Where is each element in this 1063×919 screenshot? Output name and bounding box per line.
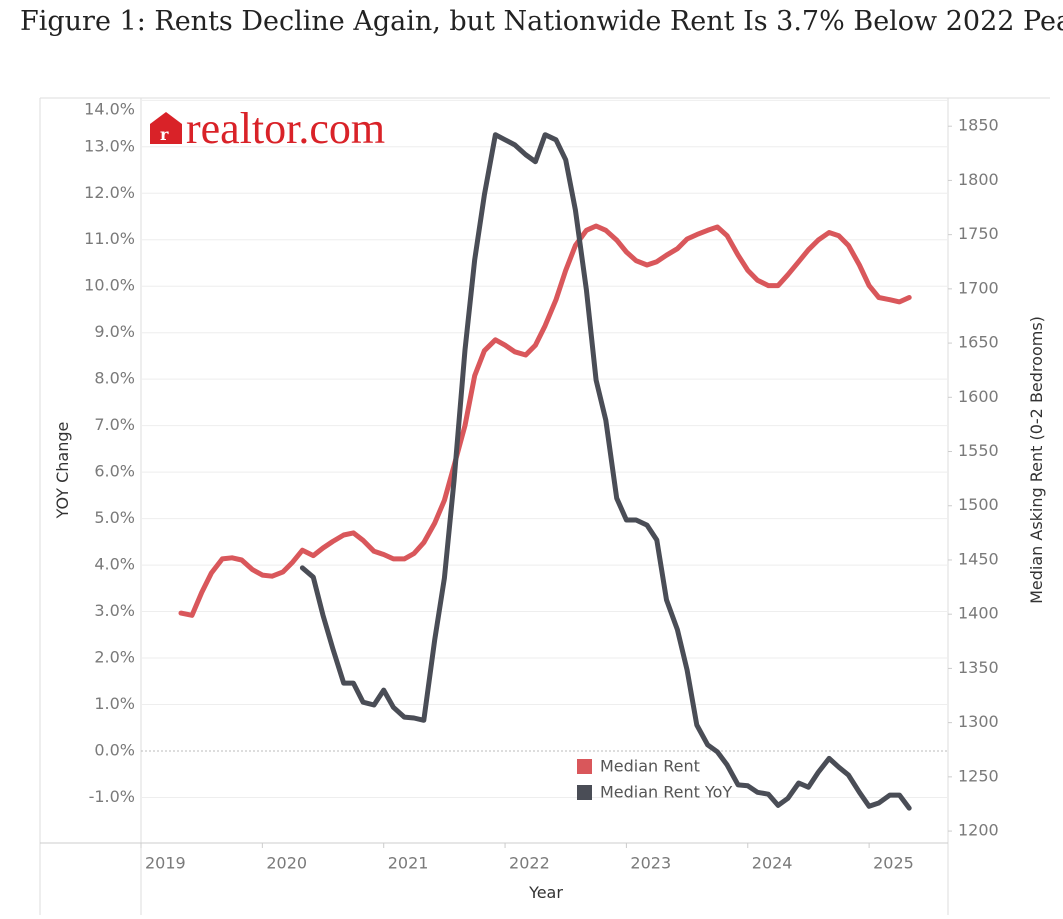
y-tick-label: 9.0%: [94, 322, 135, 341]
x-tick-label: 2022: [509, 854, 550, 873]
y-tick-label: 14.0%: [84, 100, 135, 119]
y-tick-label: 11.0%: [84, 229, 135, 248]
x-tick-label: 2023: [630, 854, 671, 873]
y2-tick-label: 1700: [958, 278, 999, 297]
title-text: Figure 1: Rents Decline Again, but Natio…: [20, 6, 1063, 37]
y-tick-label: 4.0%: [94, 555, 135, 574]
chart-title: Figure 1: Rents Decline Again, but Natio…: [20, 6, 1063, 37]
x-tick-label: 2024: [752, 854, 793, 873]
y-axis-title: YOY Change: [53, 422, 72, 520]
logo-icon: [150, 112, 182, 144]
y-tick-label: 3.0%: [94, 601, 135, 620]
y2-tick-label: 1400: [958, 604, 999, 623]
x-tick-label: 2020: [266, 854, 307, 873]
logo-text: realtor.com: [186, 104, 385, 153]
y2-tick-label: 1450: [958, 549, 999, 568]
y-tick-label: -1.0%: [89, 787, 135, 806]
y2-tick-label: 1650: [958, 333, 999, 352]
y-tick-label: 10.0%: [84, 276, 135, 295]
logo-icon-letter: r: [160, 125, 169, 144]
y2-tick-label: 1850: [958, 116, 999, 135]
y2-tick-label: 1750: [958, 224, 999, 243]
line-series: [299, 132, 912, 811]
y-tick-label: 13.0%: [84, 136, 135, 155]
x-tick-label: 2025: [873, 854, 914, 873]
line-series: [178, 223, 912, 618]
x-tick-label: 2019: [145, 854, 186, 873]
x-axis-title: Year: [528, 883, 563, 902]
y-tick-label: 6.0%: [94, 462, 135, 481]
x-tick-label: 2021: [388, 854, 429, 873]
legend-label: Median Rent YoY: [600, 783, 732, 802]
y2-tick-label: 1800: [958, 170, 999, 189]
y2-tick-label: 1500: [958, 495, 999, 514]
y-tick-label: 2.0%: [94, 648, 135, 667]
y2-tick-label: 1300: [958, 712, 999, 731]
y2-axis-title: Median Asking Rent (0-2 Bedrooms): [1027, 316, 1046, 604]
y-tick-label: 7.0%: [94, 415, 135, 434]
y2-tick-label: 1350: [958, 658, 999, 677]
y-tick-label: 5.0%: [94, 508, 135, 527]
y-tick-label: 12.0%: [84, 183, 135, 202]
y-tick-label: 8.0%: [94, 369, 135, 388]
y-tick-label: 0.0%: [94, 740, 135, 759]
legend-swatch: [577, 759, 592, 774]
y2-tick-label: 1200: [958, 821, 999, 840]
y2-tick-label: 1600: [958, 387, 999, 406]
legend-label: Median Rent: [600, 757, 700, 776]
legend-swatch: [577, 785, 592, 800]
y-tick-label: 1.0%: [94, 694, 135, 713]
y2-tick-label: 1550: [958, 441, 999, 460]
logo: r realtor.com: [150, 104, 385, 153]
y2-tick-label: 1250: [958, 766, 999, 785]
